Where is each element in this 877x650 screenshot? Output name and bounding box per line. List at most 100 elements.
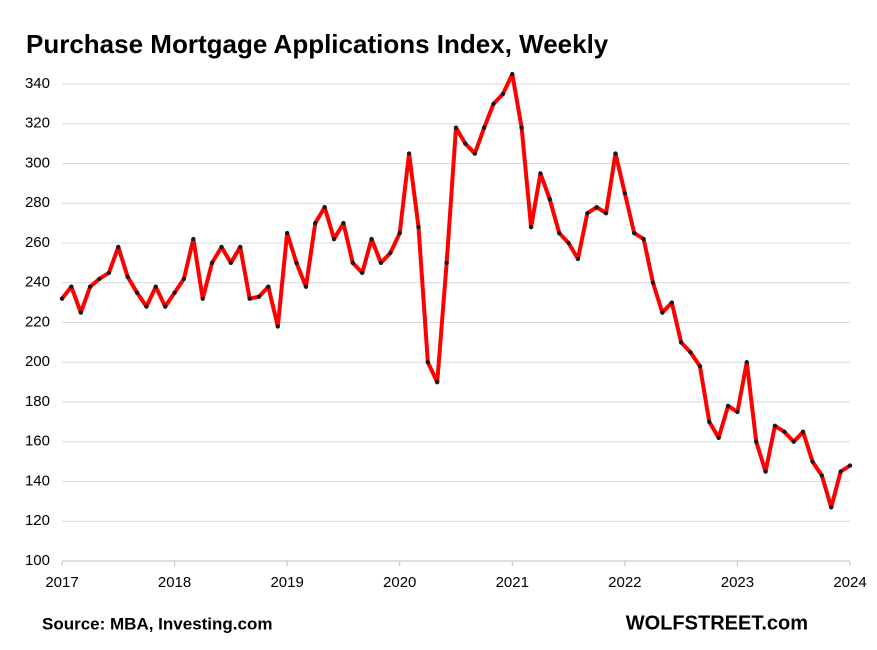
data-point (707, 419, 712, 425)
data-point (144, 304, 149, 309)
data-point (819, 473, 825, 478)
data-point (294, 260, 299, 266)
data-point (754, 439, 759, 444)
x-tick-label: 2018 (158, 574, 191, 591)
y-tick-label: 240 (25, 274, 50, 291)
y-tick-label: 120 (25, 512, 50, 529)
data-point (791, 439, 796, 444)
data-point (772, 423, 778, 429)
data-point (209, 260, 215, 266)
data-point (397, 230, 402, 236)
x-tick-label: 2021 (496, 574, 529, 591)
data-point (500, 91, 506, 97)
y-tick-label: 180 (25, 393, 50, 410)
data-point (678, 340, 684, 345)
data-point (416, 224, 421, 230)
data-point (228, 260, 234, 266)
data-point (716, 435, 721, 440)
data-point (632, 230, 637, 236)
y-tick-label: 220 (25, 313, 50, 330)
x-tick-label: 2019 (270, 574, 303, 591)
x-tick-label: 2023 (721, 574, 754, 591)
data-point (116, 244, 121, 250)
data-point (603, 210, 609, 216)
data-point (481, 125, 487, 130)
y-tick-label: 140 (25, 472, 50, 489)
data-point (744, 360, 749, 365)
data-point (622, 191, 628, 196)
data-point (547, 197, 552, 202)
data-point (491, 101, 496, 107)
y-tick-label: 300 (25, 154, 50, 171)
data-point (519, 125, 524, 130)
data-point (256, 294, 262, 299)
data-point (87, 284, 93, 289)
data-point (350, 260, 355, 266)
data-point (800, 429, 806, 435)
data-point (697, 364, 703, 369)
data-point (425, 360, 431, 365)
y-tick-label: 320 (25, 115, 50, 132)
data-point (313, 220, 318, 226)
data-point (594, 205, 599, 210)
data-point (782, 429, 787, 435)
data-point (153, 284, 158, 289)
y-tick-label: 160 (25, 433, 50, 450)
data-point (247, 296, 252, 301)
data-point (322, 205, 327, 210)
x-tick-label: 2022 (608, 574, 641, 591)
data-point (331, 236, 337, 242)
data-point (510, 71, 515, 77)
chart-title: Purchase Mortgage Applications Index, We… (26, 29, 609, 59)
source-note: Source: MBA, Investing.com (42, 614, 272, 633)
data-point (191, 236, 196, 242)
data-point (341, 220, 346, 226)
data-point (472, 151, 477, 156)
data-point (59, 296, 65, 301)
data-point (435, 379, 440, 385)
data-point (78, 310, 83, 315)
x-tick-label: 2017 (45, 574, 78, 591)
data-point (528, 224, 534, 230)
data-point (172, 290, 177, 295)
data-point (406, 151, 412, 156)
data-point (360, 270, 365, 276)
data-point (688, 350, 693, 355)
watermark: WOLFSTREET.com (626, 612, 808, 634)
data-point (763, 469, 768, 474)
data-point (106, 270, 112, 276)
data-point (181, 276, 187, 281)
x-tick-label: 2020 (383, 574, 416, 591)
y-tick-label: 340 (25, 75, 50, 92)
data-point (838, 469, 843, 474)
data-point (650, 280, 656, 285)
data-point (613, 151, 618, 156)
data-point (725, 403, 731, 409)
data-point (735, 409, 740, 415)
data-point (847, 463, 853, 468)
data-point (463, 141, 468, 146)
y-tick-label: 280 (25, 194, 50, 211)
data-point (134, 290, 140, 295)
y-tick-label: 260 (25, 234, 50, 251)
data-point (69, 284, 74, 289)
data-point (284, 230, 290, 236)
data-point (566, 240, 571, 246)
data-point (585, 210, 590, 216)
data-point (125, 274, 130, 279)
data-point (453, 125, 459, 130)
data-point (641, 236, 646, 242)
x-tick-label: 2024 (833, 574, 866, 591)
data-point (163, 304, 168, 309)
data-point (829, 505, 834, 510)
data-point (275, 324, 280, 329)
data-point (575, 256, 581, 262)
data-point (303, 284, 309, 289)
data-point (369, 236, 374, 242)
y-tick-label: 100 (25, 552, 50, 569)
data-point (200, 296, 205, 301)
data-point (538, 171, 543, 176)
data-point (378, 260, 384, 266)
